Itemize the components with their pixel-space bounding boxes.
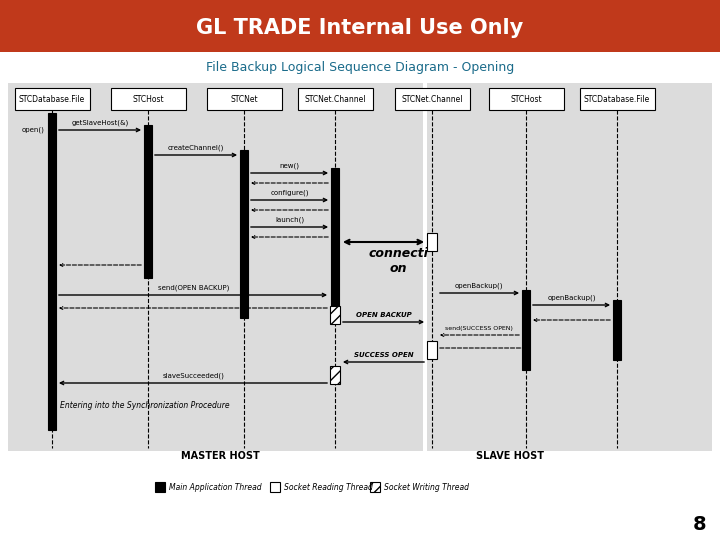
Text: launch(): launch() [275, 217, 304, 223]
Bar [155, 482, 165, 492]
Bar [423, 83, 427, 451]
Text: Entering into the Synchronization Procedure: Entering into the Synchronization Proced… [60, 402, 230, 410]
Bar [330, 366, 340, 384]
Bar [580, 88, 654, 110]
Bar [427, 341, 437, 359]
Text: SUCCESS OPEN: SUCCESS OPEN [354, 352, 413, 358]
Bar [207, 88, 282, 110]
Text: STCHost: STCHost [132, 94, 164, 104]
Text: Socket Writing Thread: Socket Writing Thread [384, 483, 469, 491]
Text: slaveSucceeded(): slaveSucceeded() [163, 373, 225, 379]
Text: connecti
on: connecti on [369, 247, 428, 275]
Text: send(SUCCESS OPEN): send(SUCCESS OPEN) [445, 326, 513, 331]
Text: openBackup(): openBackup() [547, 294, 595, 301]
Bar [427, 233, 437, 251]
Bar [0, 0, 720, 52]
Text: Socket Reading Thread: Socket Reading Thread [284, 483, 373, 491]
Bar [395, 88, 469, 110]
Text: OPEN BACKUP: OPEN BACKUP [356, 312, 411, 318]
Bar [110, 88, 186, 110]
Bar [8, 83, 423, 451]
Text: Main Application Thread: Main Application Thread [169, 483, 261, 491]
Text: MASTER HOST: MASTER HOST [181, 451, 259, 461]
Bar [488, 88, 564, 110]
Bar [297, 88, 372, 110]
Text: new(): new() [279, 163, 300, 169]
Text: File Backup Logical Sequence Diagram - Opening: File Backup Logical Sequence Diagram - O… [206, 62, 514, 75]
Text: GL TRADE Internal Use Only: GL TRADE Internal Use Only [197, 18, 523, 38]
Bar [144, 125, 152, 278]
Text: STCHost: STCHost [510, 94, 542, 104]
Bar [427, 83, 712, 451]
Bar [613, 300, 621, 360]
Bar [330, 306, 340, 324]
Text: open(): open() [22, 127, 45, 133]
Text: createChannel(): createChannel() [168, 145, 224, 151]
Text: 8: 8 [693, 515, 707, 534]
Bar [522, 290, 530, 370]
Text: STCDatabase.File: STCDatabase.File [584, 94, 650, 104]
Text: configure(): configure() [270, 190, 309, 196]
Text: STCNet.Channel: STCNet.Channel [401, 94, 463, 104]
Text: STCDatabase.File: STCDatabase.File [19, 94, 85, 104]
Text: STCNet.Channel: STCNet.Channel [305, 94, 366, 104]
Bar [270, 482, 280, 492]
Bar [331, 168, 339, 315]
Text: openBackup(): openBackup() [455, 282, 503, 289]
Bar [48, 113, 56, 430]
Text: send(OPEN BACKUP): send(OPEN BACKUP) [158, 285, 229, 291]
Bar [240, 150, 248, 318]
Bar [14, 88, 89, 110]
Bar [370, 482, 380, 492]
Text: getSlaveHost(&): getSlaveHost(&) [71, 119, 129, 126]
Text: STCNet: STCNet [230, 94, 258, 104]
Text: SLAVE HOST: SLAVE HOST [476, 451, 544, 461]
